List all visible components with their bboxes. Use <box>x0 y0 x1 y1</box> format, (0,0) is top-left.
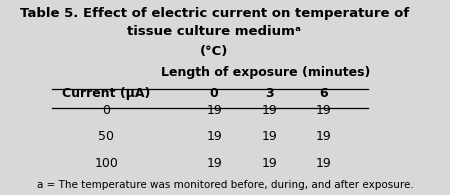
Text: 19: 19 <box>262 130 278 143</box>
Text: 100: 100 <box>94 157 118 170</box>
Text: 0: 0 <box>210 87 219 100</box>
Text: 19: 19 <box>206 105 222 117</box>
Text: (°C): (°C) <box>200 45 228 58</box>
Text: 0: 0 <box>102 105 110 117</box>
Text: 19: 19 <box>316 157 332 170</box>
Text: 6: 6 <box>320 87 328 100</box>
Text: a = The temperature was monitored before, during, and after exposure.: a = The temperature was monitored before… <box>37 180 414 190</box>
Text: tissue culture mediumᵃ: tissue culture mediumᵃ <box>127 25 301 38</box>
Text: 19: 19 <box>206 157 222 170</box>
Text: 19: 19 <box>262 105 278 117</box>
Text: Length of exposure (minutes): Length of exposure (minutes) <box>162 66 371 79</box>
Text: 19: 19 <box>262 157 278 170</box>
Text: Current (μA): Current (μA) <box>62 87 151 100</box>
Text: 19: 19 <box>316 130 332 143</box>
Text: 19: 19 <box>316 105 332 117</box>
Text: 50: 50 <box>99 130 114 143</box>
Text: Table 5. Effect of electric current on temperature of: Table 5. Effect of electric current on t… <box>19 7 409 20</box>
Text: 3: 3 <box>266 87 274 100</box>
Text: 19: 19 <box>206 130 222 143</box>
